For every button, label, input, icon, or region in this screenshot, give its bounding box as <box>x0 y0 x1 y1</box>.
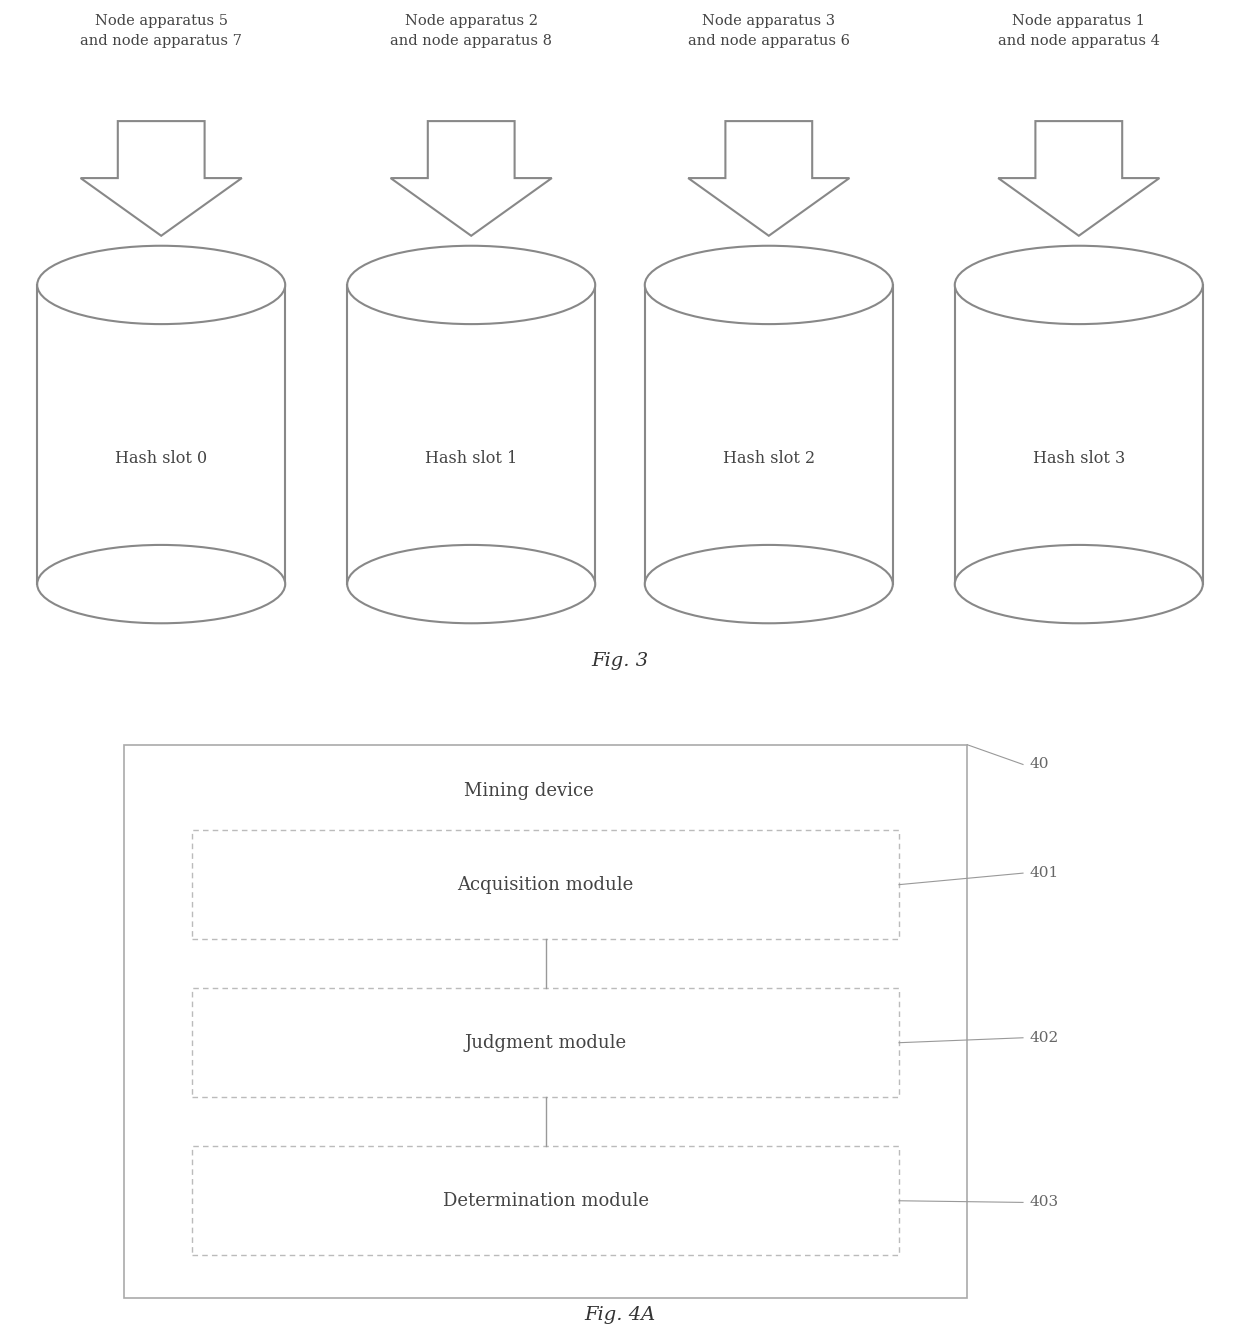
Polygon shape <box>81 121 242 235</box>
Text: Fig. 3: Fig. 3 <box>591 652 649 669</box>
Text: Node apparatus 3
and node apparatus 6: Node apparatus 3 and node apparatus 6 <box>688 15 849 48</box>
Text: 40: 40 <box>1029 758 1049 771</box>
Bar <box>347 285 595 585</box>
Text: Mining device: Mining device <box>464 782 594 800</box>
FancyBboxPatch shape <box>192 831 899 939</box>
Bar <box>645 285 893 585</box>
Ellipse shape <box>37 246 285 324</box>
Text: 402: 402 <box>1029 1031 1059 1044</box>
Bar <box>37 285 285 585</box>
Text: Node apparatus 1
and node apparatus 4: Node apparatus 1 and node apparatus 4 <box>998 15 1159 48</box>
FancyBboxPatch shape <box>192 988 899 1097</box>
Text: 403: 403 <box>1029 1195 1058 1210</box>
Ellipse shape <box>347 246 595 324</box>
Bar <box>955 285 1203 585</box>
Text: Determination module: Determination module <box>443 1192 649 1210</box>
Ellipse shape <box>955 246 1203 324</box>
Text: Judgment module: Judgment module <box>465 1034 626 1052</box>
Polygon shape <box>688 121 849 235</box>
Text: Hash slot 3: Hash slot 3 <box>1033 450 1125 466</box>
Text: 401: 401 <box>1029 866 1059 880</box>
Text: Node apparatus 5
and node apparatus 7: Node apparatus 5 and node apparatus 7 <box>81 15 242 48</box>
FancyBboxPatch shape <box>124 745 967 1298</box>
Ellipse shape <box>645 246 893 324</box>
Text: Node apparatus 2
and node apparatus 8: Node apparatus 2 and node apparatus 8 <box>391 15 552 48</box>
Text: Hash slot 0: Hash slot 0 <box>115 450 207 466</box>
Text: Acquisition module: Acquisition module <box>458 876 634 894</box>
FancyBboxPatch shape <box>192 1146 899 1255</box>
Polygon shape <box>998 121 1159 235</box>
Text: Hash slot 1: Hash slot 1 <box>425 450 517 466</box>
Ellipse shape <box>955 544 1203 624</box>
Ellipse shape <box>645 544 893 624</box>
Ellipse shape <box>37 544 285 624</box>
Text: Fig. 4A: Fig. 4A <box>584 1306 656 1324</box>
Polygon shape <box>391 121 552 235</box>
Ellipse shape <box>347 544 595 624</box>
Text: Hash slot 2: Hash slot 2 <box>723 450 815 466</box>
